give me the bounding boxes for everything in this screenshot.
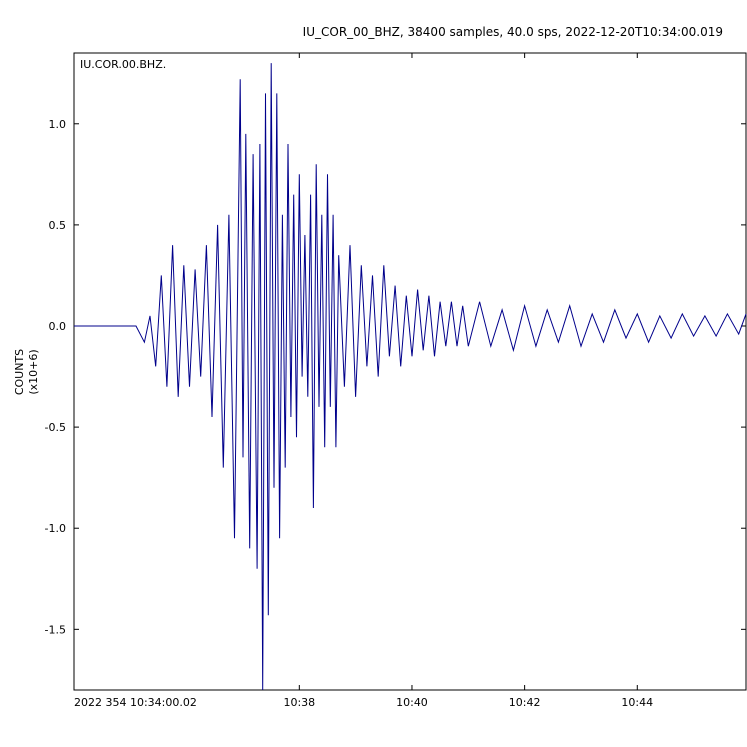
y-axis: 1.0 0.5 0.0 -0.5 -1.0 -1.5 [45,118,746,636]
x-tick-label: 2022 354 10:34:00.02 [74,696,197,709]
x-axis: 2022 354 10:34:00.02 10:38 10:40 10:42 10:44 [73,53,653,709]
x-tick-label: 10:44 [621,696,653,709]
y-tick-label: 0.0 [49,320,67,333]
chart-title: IU_COR_00_BHZ, 38400 samples, 40.0 sps, … [302,25,723,39]
station-label: IU.COR.00.BHZ. [80,58,166,71]
y-tick-label: -1.0 [45,522,66,535]
y-tick-label: 1.0 [49,118,67,131]
y-axis-label: COUNTS [13,349,26,395]
y-axis-unit: (x10+6) [27,349,40,394]
x-tick-label: 10:42 [509,696,541,709]
x-tick-label: 10:38 [283,696,315,709]
plot-border [73,52,747,691]
y-tick-label: 0.5 [49,219,67,232]
y-tick-label: -1.5 [45,623,66,636]
seismic-trace-line [74,63,747,691]
plot-frame [73,52,747,691]
trace-group [74,63,747,691]
y-tick-label: -0.5 [45,421,66,434]
x-tick-label: 10:40 [396,696,428,709]
